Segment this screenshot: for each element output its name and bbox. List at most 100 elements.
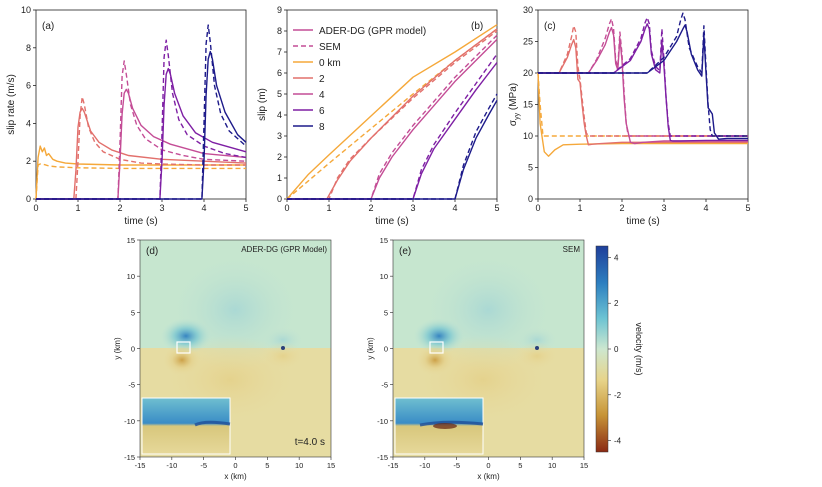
map-title: SEM	[563, 245, 581, 254]
series-line	[36, 24, 247, 200]
x-axis-label: time (s)	[124, 216, 157, 227]
rupture-tip-right	[281, 346, 285, 350]
inset-crack-tip	[419, 420, 484, 427]
map-y-tick-label: -10	[124, 417, 135, 426]
slip-chart: 0 1 2 3 4 5 0 1 2 3 4 5 6 7 8 9 time (s) slip (m) (b) ADER-…	[257, 5, 500, 227]
x-tick-label: 3	[661, 203, 666, 213]
map-x-tick-label: 5	[265, 461, 269, 470]
series-line	[538, 24, 748, 140]
map-x-axis-label: x (km)	[477, 472, 500, 481]
series-line	[36, 60, 247, 200]
colorbar-gradient	[595, 245, 609, 453]
negative-front-lobe-lower	[162, 344, 202, 376]
map-x-tick-label: -15	[388, 461, 399, 470]
negative-front-lobe	[413, 318, 465, 354]
y-tick-label: 25	[523, 37, 533, 47]
map-x-tick-label: 15	[327, 461, 335, 470]
x-tick-label: 0	[535, 203, 540, 213]
rupture-tip-right	[535, 346, 539, 350]
y-tick-label: 0	[528, 194, 533, 204]
series-line	[36, 67, 247, 200]
y-tick-label: 10	[21, 5, 31, 15]
map-x-tick-label: 5	[518, 461, 522, 470]
map-y-tick-label: 0	[384, 345, 388, 354]
y-axis-label-unit: (MPa)	[508, 83, 519, 113]
series-line	[36, 96, 246, 200]
x-tick-label: 5	[494, 203, 499, 213]
series-line	[287, 30, 498, 200]
y-tick-label: 5	[277, 89, 282, 99]
map-x-tick-label: 0	[486, 461, 490, 470]
y-tick-label: 3	[277, 131, 282, 141]
y-tick-label: 7	[277, 47, 282, 57]
map-y-tick-label: 10	[127, 272, 135, 281]
y-tick-label: 6	[277, 68, 282, 78]
series-line	[36, 107, 247, 200]
map-x-tick-label: 15	[580, 461, 588, 470]
positive-front-lobe-lower	[515, 342, 559, 370]
negative-front-lobe-lower	[415, 344, 455, 376]
map-x-tick-label: -10	[419, 461, 430, 470]
panel-label: (c)	[544, 21, 556, 32]
x-tick-label: 2	[117, 203, 122, 213]
dg-velocity-map: -15 -10 -5 0 5 10 15 -15 -10 -5 0 5 10 15 x (km) y (km)…	[113, 236, 335, 481]
map-y-tick-label: -5	[381, 381, 388, 390]
y-tick-label: 0	[26, 194, 31, 204]
plot-frame	[537, 9, 749, 200]
legend-label: 2	[319, 74, 325, 85]
x-tick-label: 4	[201, 203, 206, 213]
time-annotation: t=4.0 s	[295, 437, 325, 448]
y-tick-label: 2	[277, 152, 282, 162]
series-line	[35, 145, 246, 200]
legend-label: 6	[319, 106, 325, 117]
legend-label: 0 km	[319, 58, 341, 69]
x-tick-label: 4	[452, 203, 457, 213]
zoom-inset	[141, 397, 231, 455]
y-tick-label: 4	[26, 118, 31, 128]
colorbar-tick-label: 4	[614, 253, 619, 262]
map-x-tick-label: 10	[548, 461, 556, 470]
map-x-tick-label: 0	[233, 461, 237, 470]
stress-chart: 0 1 2 3 4 5 0 5 10 15 20 25 30 time (s) σyy (MPa) (c)	[508, 5, 751, 227]
x-tick-label: 1	[75, 203, 80, 213]
map-y-tick-label: -15	[124, 453, 135, 462]
colorbar-label: velocity (m/s)	[634, 322, 644, 375]
negative-front-lobe	[160, 318, 212, 354]
y-tick-label: 2	[26, 156, 31, 166]
zoom-box	[429, 341, 444, 354]
series-line	[537, 72, 748, 157]
map-y-tick-label: 10	[380, 272, 388, 281]
x-tick-label: 5	[243, 203, 248, 213]
zoom-box	[176, 341, 191, 354]
map-x-tick-label: -10	[166, 461, 177, 470]
legend-label: 8	[319, 122, 325, 133]
y-axis-label-main: σ	[508, 119, 519, 126]
inset-negative-spot	[433, 423, 457, 429]
y-tick-label: 6	[26, 81, 31, 91]
sem-velocity-map: -15 -10 -5 0 5 10 15 -15 -10 -5 0 5 10 15 x (km) y (km)…	[366, 236, 588, 481]
colorbar-tick-label: 2	[614, 299, 619, 308]
x-tick-label: 3	[159, 203, 164, 213]
velocity-colorbar: 4 2 0 -2 -4 velocity (m/s)	[595, 245, 644, 453]
y-axis-label: slip (m)	[257, 88, 268, 121]
x-tick-label: 2	[619, 203, 624, 213]
series-line	[538, 23, 748, 142]
map-title: ADER-DG (GPR Model)	[241, 245, 327, 254]
map-y-tick-label: -15	[377, 453, 388, 462]
y-tick-label: 0	[277, 194, 282, 204]
series-line	[35, 163, 246, 200]
series-line	[538, 18, 748, 137]
x-tick-label: 5	[745, 203, 750, 213]
map-y-tick-label: 0	[131, 345, 135, 354]
slip-rate-chart: 0 1 2 3 4 5 0 2 4 6 8 10 time (s) slip rate (m/s) (a)	[6, 5, 249, 227]
x-tick-label: 3	[410, 203, 415, 213]
series-line	[36, 50, 247, 200]
map-y-tick-label: -10	[377, 417, 388, 426]
plot-frame	[35, 9, 247, 200]
x-tick-label: 2	[368, 203, 373, 213]
panel-label: (b)	[471, 21, 483, 32]
colorbar-tick-label: 0	[614, 345, 619, 354]
y-axis-label-sub: yy	[514, 112, 521, 120]
series-line	[538, 38, 748, 146]
series-line	[286, 24, 498, 200]
